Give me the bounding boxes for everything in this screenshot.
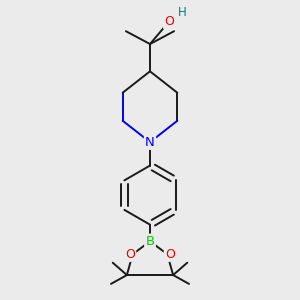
Text: N: N [145, 136, 155, 148]
Text: H: H [178, 6, 187, 20]
Text: O: O [164, 15, 174, 28]
Text: O: O [165, 248, 175, 261]
Text: B: B [146, 235, 154, 248]
Text: O: O [125, 248, 135, 261]
